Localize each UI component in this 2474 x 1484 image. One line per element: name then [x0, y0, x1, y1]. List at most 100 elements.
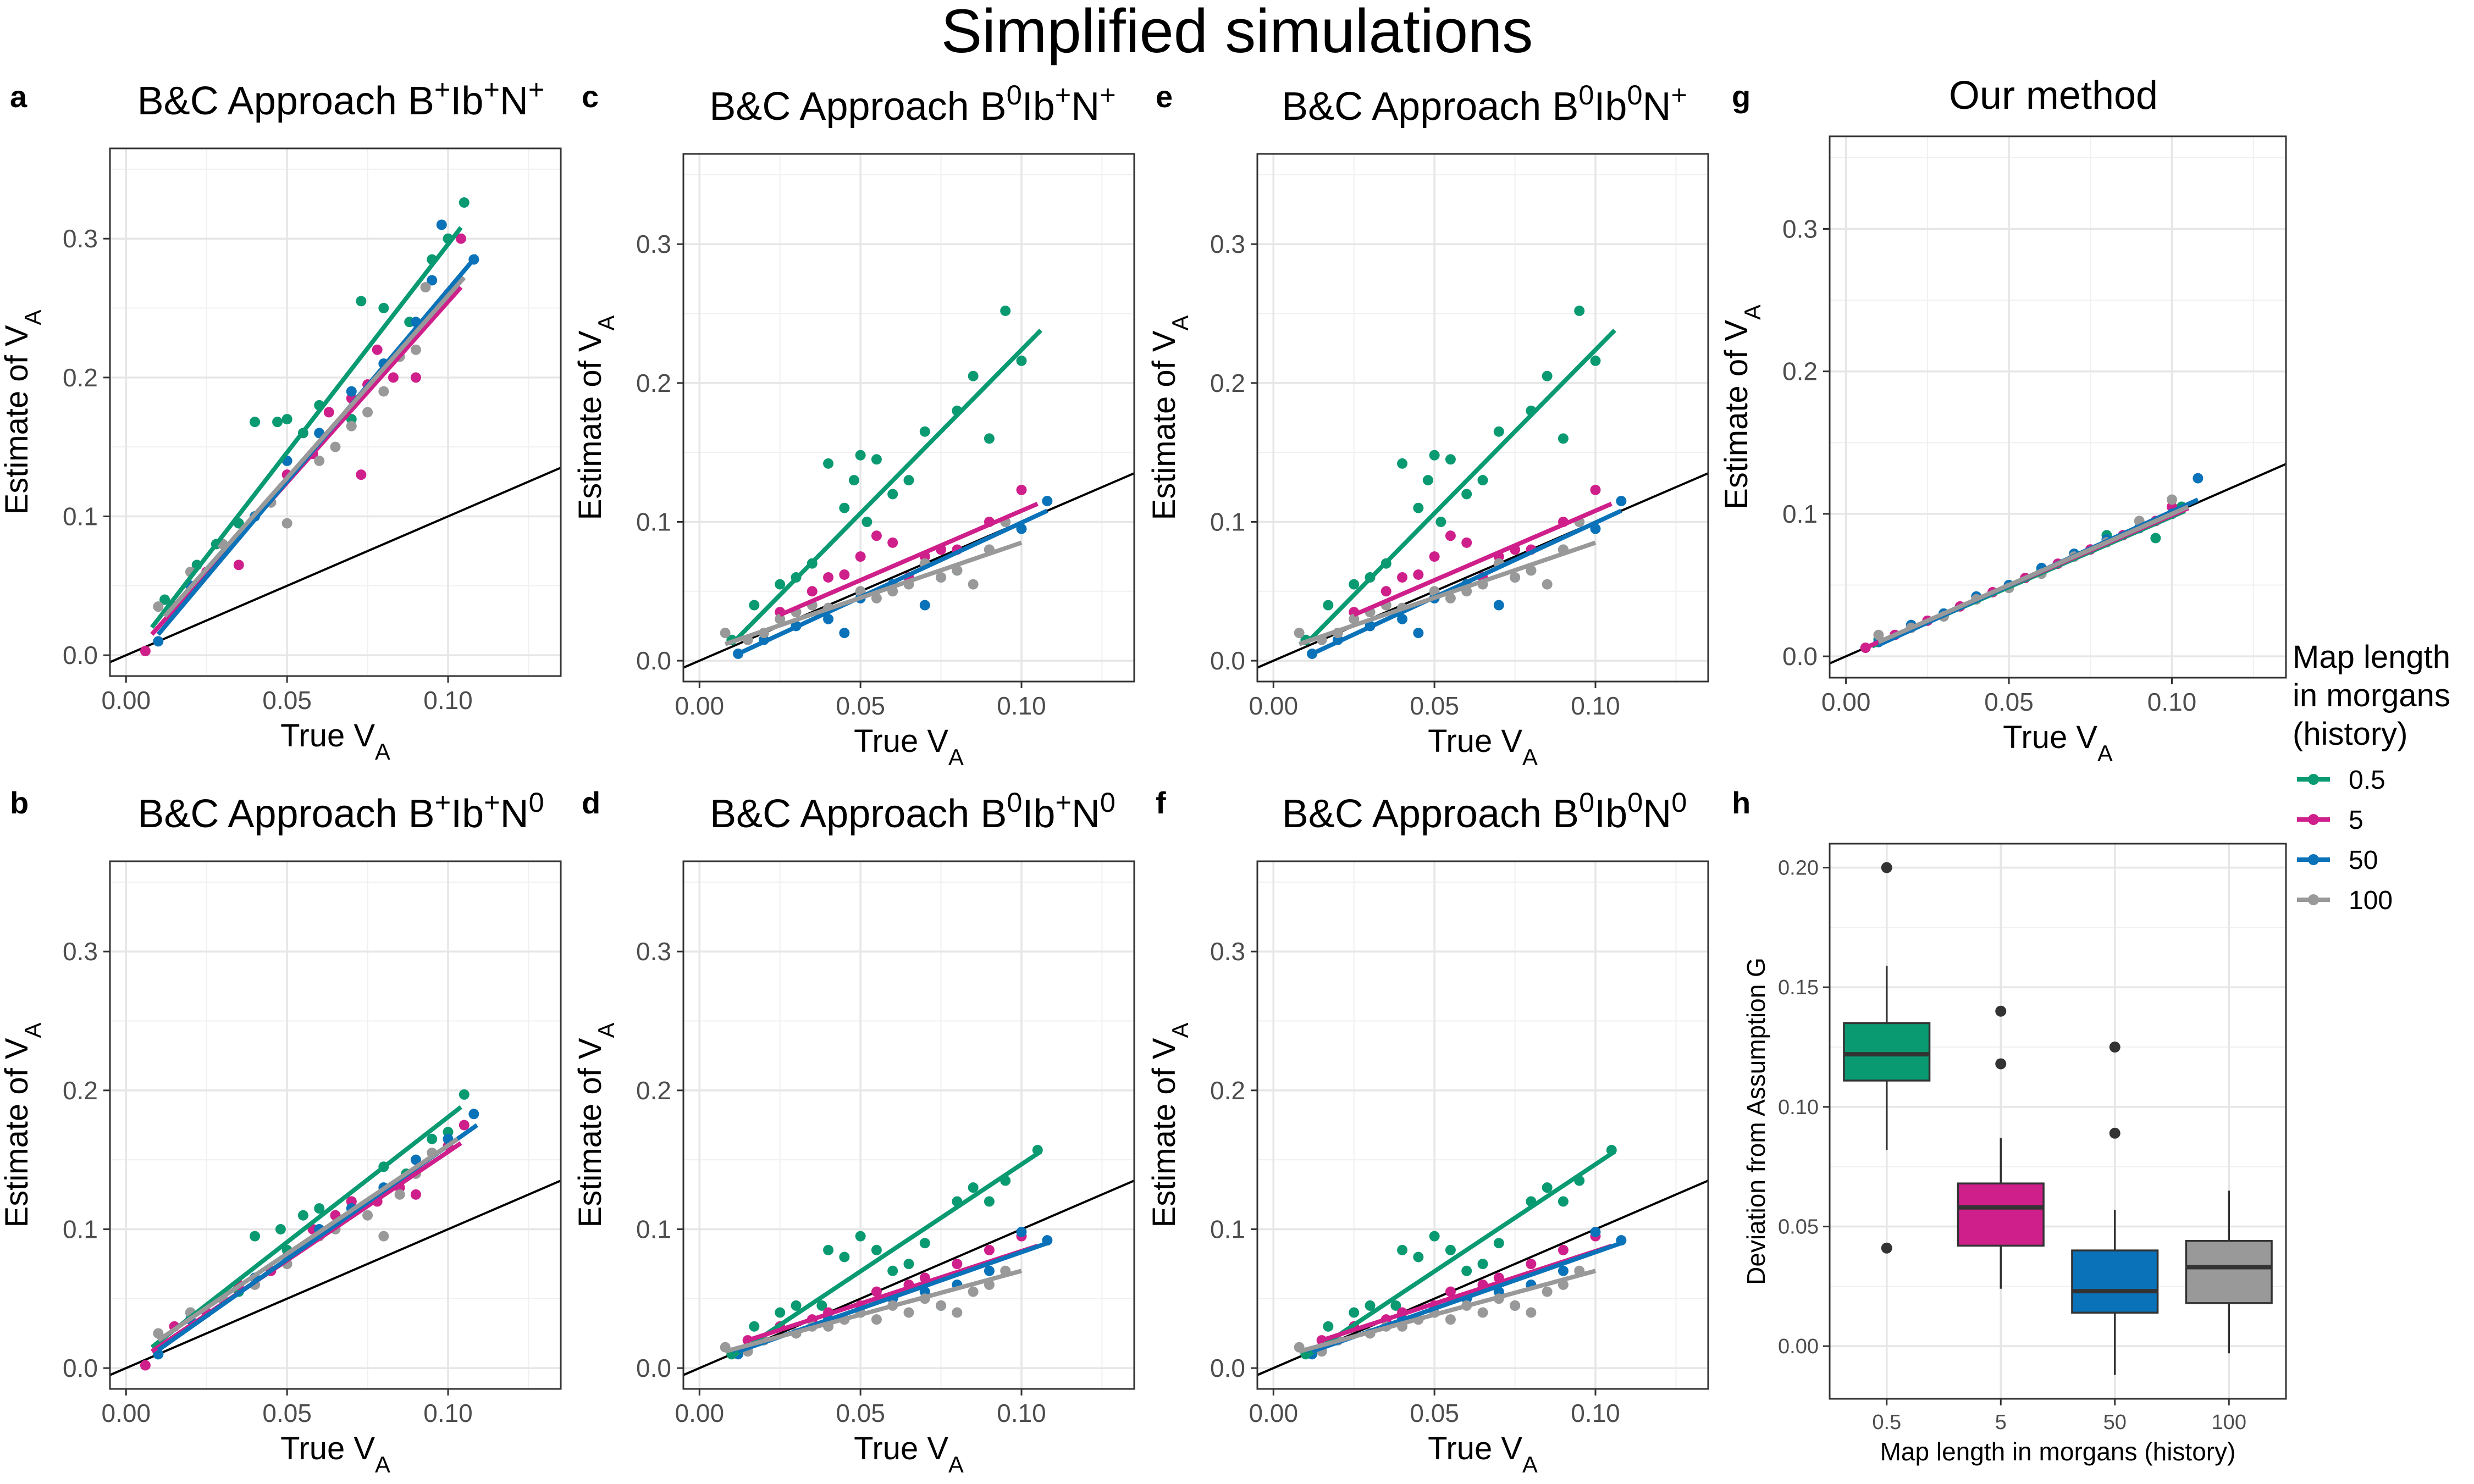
y-axis-label: Estimate of VA [0, 1022, 46, 1227]
legend-key-point [2308, 814, 2319, 825]
grid [110, 861, 561, 1389]
fit-line-0-5 [730, 1149, 1042, 1359]
plot-border [1829, 135, 2287, 679]
data-point [871, 593, 882, 603]
data-point [362, 1210, 373, 1221]
data-point [1558, 1196, 1569, 1207]
data-point [855, 450, 866, 461]
data-point [1477, 1259, 1488, 1270]
box-body [2185, 1239, 2273, 1304]
data-point [968, 370, 979, 381]
data-point [272, 417, 283, 428]
plot-border [1256, 860, 1709, 1390]
data-point [775, 1307, 786, 1318]
data-point [1493, 426, 1504, 437]
panel-label: e [1156, 79, 1173, 114]
box-0-5 [1843, 862, 1931, 1254]
fit-line-100 [725, 1269, 1023, 1354]
data-point [153, 601, 164, 612]
data-point [1445, 1286, 1456, 1297]
data-point [153, 636, 164, 647]
data-point [775, 579, 786, 590]
data-point [887, 489, 898, 500]
data-point [1461, 1265, 1472, 1276]
x-tick-label: 5 [1995, 1411, 2007, 1434]
data-point [330, 441, 341, 452]
data-point [250, 1231, 261, 1242]
y-axis: 0.0 0.1 0.2 0.3 [636, 230, 683, 675]
plot-area [1257, 305, 1708, 669]
y-axis: 0.0 0.1 0.2 0.3 [63, 224, 110, 669]
fit-line-50 [1311, 508, 1622, 656]
data-point [362, 407, 373, 418]
x-tick-label: 100 [2212, 1411, 2246, 1434]
x-axis: 0.5 5 50 100 [1872, 1399, 2246, 1434]
x-axis: 0.00 0.05 0.10 [1821, 678, 2196, 716]
legend-key-point [2308, 854, 2319, 865]
x-tick-label: 0.00 [675, 1399, 725, 1427]
x-tick-label: 0.10 [997, 1399, 1046, 1427]
panel-title: Our method [1949, 74, 2158, 118]
outlier-point [1995, 1005, 2007, 1017]
y-axis-label: Estimate of VA [1719, 304, 1765, 510]
outlier-point [1881, 862, 1892, 873]
x-tick-label: 0.05 [836, 691, 885, 720]
y-tick-label: 0.0 [63, 641, 98, 669]
identity-line [683, 472, 1134, 669]
data-point [1397, 1244, 1408, 1255]
data-point [1526, 1259, 1537, 1270]
data-point [871, 1314, 882, 1325]
data-point [903, 1259, 914, 1270]
panel-title: B&C Approach B0Ib0N+ [1282, 79, 1687, 129]
plot-area [110, 1089, 561, 1376]
y-tick-label: 0.1 [1782, 500, 1818, 528]
y-tick-label: 0.2 [1210, 369, 1245, 397]
y-tick-label: 0.1 [63, 502, 98, 530]
data-point [823, 1244, 834, 1255]
y-tick-label: 0.3 [636, 230, 671, 258]
data-point [855, 551, 866, 562]
y-tick-label: 0.1 [1210, 1215, 1245, 1243]
data-point [2193, 473, 2204, 484]
x-tick-label: 0.10 [423, 1399, 473, 1427]
data-point [250, 417, 261, 428]
plot-background [1830, 136, 2286, 678]
data-point [1542, 1286, 1553, 1297]
y-tick-label: 0.10 [1778, 1096, 1819, 1119]
data-point [1445, 1244, 1456, 1255]
data-point [140, 646, 151, 657]
data-point [968, 1286, 979, 1297]
data-point [1493, 600, 1504, 611]
data-point [420, 282, 431, 293]
data-point [1590, 355, 1601, 366]
panel-label: c [582, 79, 599, 114]
data-point [356, 296, 367, 307]
data-point [871, 1244, 882, 1255]
panel-a: a 0.00 0.05 0.10 0.0 0.1 0.2 0.3 True VA Estimate… [0, 74, 562, 765]
y-tick-label: 0.2 [63, 363, 98, 392]
fit-line-5 [1353, 501, 1612, 617]
data-point [749, 1321, 760, 1332]
y-tick-label: 0.20 [1778, 857, 1819, 880]
data-point [1429, 551, 1440, 562]
x-axis: 0.00 0.05 0.10 [102, 1389, 473, 1427]
data-point [372, 344, 383, 355]
data-point [1558, 1265, 1569, 1276]
fit-line-0-5 [730, 329, 1042, 646]
data-point [1493, 1238, 1504, 1249]
data-point [1429, 450, 1440, 461]
data-point [984, 433, 995, 444]
x-tick-label: 0.00 [102, 1399, 151, 1427]
data-point [346, 386, 357, 397]
x-tick-label: 0.10 [997, 691, 1046, 720]
data-point [1574, 305, 1585, 316]
plot-border [1829, 843, 2287, 1400]
data-point [871, 1286, 882, 1297]
data-point [919, 426, 930, 437]
data-point [1445, 593, 1456, 603]
x-axis-label: True VA [1428, 723, 1538, 770]
data-point [823, 458, 834, 469]
y-axis-label: Deviation from Assumption G [1742, 957, 1770, 1285]
y-tick-label: 0.00 [1778, 1335, 1819, 1358]
